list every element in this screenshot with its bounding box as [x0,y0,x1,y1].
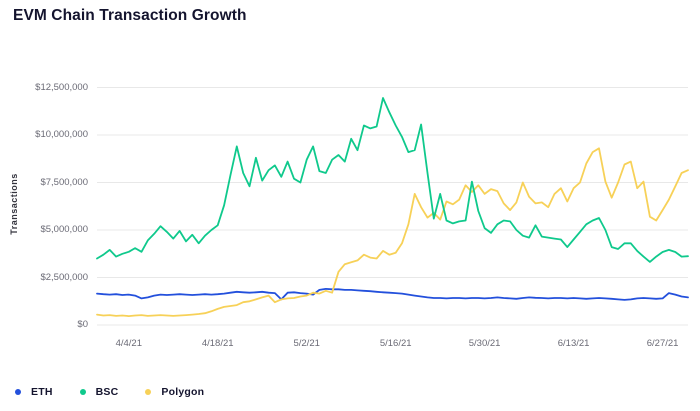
x-tick-label: 5/30/21 [468,338,501,349]
series-line-polygon [96,147,689,318]
y-tick-label: $12,500,000 [35,82,88,93]
y-tick-label: $0 [77,319,88,330]
y-tick-label: $2,500,000 [40,272,88,283]
x-tick-label: 5/2/21 [293,338,320,349]
y-tick-label: $10,000,000 [35,129,88,140]
page-title: EVM Chain Transaction Growth [13,7,247,24]
bsc-series-dot-icon [79,389,86,395]
chart-legend: ETH BSC Polygon [15,386,204,398]
legend-label: Polygon [161,386,205,398]
legend-item-bsc: BSC [79,386,119,398]
legend-label: BSC [95,386,119,398]
x-tick-label: 4/18/21 [201,338,234,349]
series-line-eth [96,287,689,301]
series-line-bsc [96,97,689,263]
legend-item-polygon: Polygon [145,386,204,398]
legend-item-eth: ETH [15,386,53,398]
y-tick-label: $7,500,000 [40,177,88,188]
x-tick-label: 6/27/21 [646,338,679,349]
legend-label: ETH [31,386,53,398]
y-tick-label: $5,000,000 [40,224,88,235]
x-tick-label: 5/16/21 [379,338,412,349]
eth-series-dot-icon [15,389,21,395]
x-tick-label: 6/13/21 [557,338,590,349]
x-tick-label: 4/4/21 [115,338,143,349]
polygon-series-dot-icon [145,389,152,395]
